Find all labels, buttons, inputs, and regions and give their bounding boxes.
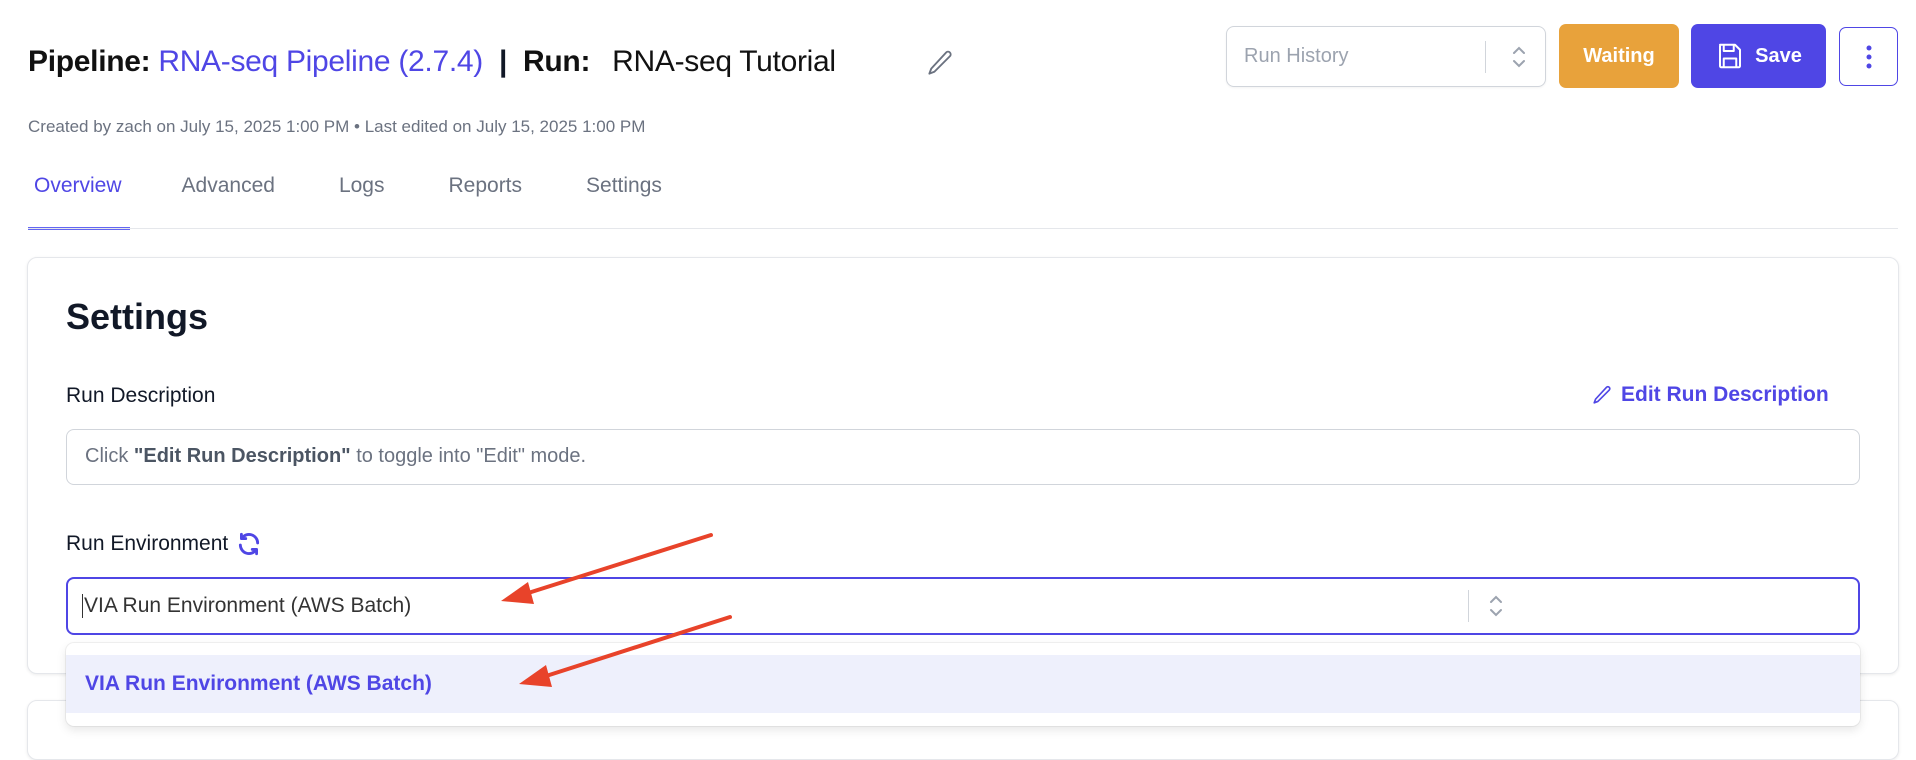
- run-environment-dropdown-menu: VIA Run Environment (AWS Batch): [66, 643, 1860, 726]
- vertical-ellipsis-icon: [1866, 45, 1871, 68]
- run-label: Run:: [523, 45, 591, 78]
- select-divider: [1468, 590, 1469, 622]
- settings-card: [27, 257, 1899, 674]
- pipeline-link[interactable]: RNA-seq Pipeline (2.7.4): [158, 45, 483, 78]
- page-title: Pipeline: RNA-seq Pipeline (2.7.4) | Run: RN…: [28, 42, 836, 82]
- tab-bar: Overview Advanced Logs Reports Settings: [28, 170, 726, 230]
- description-text-prefix: Click: [85, 445, 134, 467]
- tab-logs[interactable]: Logs: [338, 174, 385, 197]
- run-history-select[interactable]: Run History: [1226, 26, 1546, 87]
- title-separator: |: [498, 45, 508, 78]
- tab-advanced[interactable]: Advanced: [181, 174, 275, 197]
- edit-run-description-label: Edit Run Description: [1621, 383, 1829, 406]
- run-name: RNA-seq Tutorial: [612, 45, 836, 78]
- run-description-field[interactable]: Click "Edit Run Description" to toggle i…: [66, 429, 1860, 485]
- more-options-button[interactable]: [1839, 27, 1898, 86]
- edit-run-description-button[interactable]: Edit Run Description: [1591, 383, 1829, 407]
- status-badge-waiting[interactable]: Waiting: [1559, 24, 1679, 88]
- pipeline-label: Pipeline:: [28, 45, 151, 78]
- description-text-bold: "Edit Run Description": [133, 445, 351, 467]
- created-edited-meta: Created by zach on July 15, 2025 1:00 PM…: [28, 117, 646, 136]
- dropdown-option[interactable]: VIA Run Environment (AWS Batch): [66, 655, 1860, 713]
- save-button[interactable]: Save: [1691, 24, 1826, 88]
- pencil-icon: [1593, 385, 1611, 404]
- tab-divider: [28, 228, 1898, 229]
- select-divider: [1485, 41, 1486, 73]
- settings-heading: Settings: [66, 296, 209, 337]
- run-environment-label-row: Run Environment: [66, 531, 262, 557]
- run-environment-select[interactable]: VIA Run Environment (AWS Batch): [66, 577, 1860, 635]
- run-description-label: Run Description: [66, 384, 216, 407]
- edit-run-name-pencil-icon[interactable]: [925, 48, 955, 78]
- save-label: Save: [1755, 44, 1802, 67]
- description-text-suffix: to toggle into "Edit" mode.: [350, 445, 587, 467]
- tab-reports[interactable]: Reports: [448, 174, 523, 197]
- tab-settings[interactable]: Settings: [586, 174, 662, 197]
- floppy-disk-icon: [1719, 43, 1742, 69]
- run-history-placeholder: Run History: [1244, 45, 1349, 67]
- refresh-icon[interactable]: [236, 531, 262, 557]
- tab-overview[interactable]: Overview: [28, 170, 130, 230]
- chevron-up-down-icon: [1513, 46, 1525, 68]
- chevron-up-down-icon: [1490, 595, 1502, 617]
- run-environment-label: Run Environment: [66, 532, 229, 555]
- run-environment-value[interactable]: VIA Run Environment (AWS Batch): [82, 594, 412, 618]
